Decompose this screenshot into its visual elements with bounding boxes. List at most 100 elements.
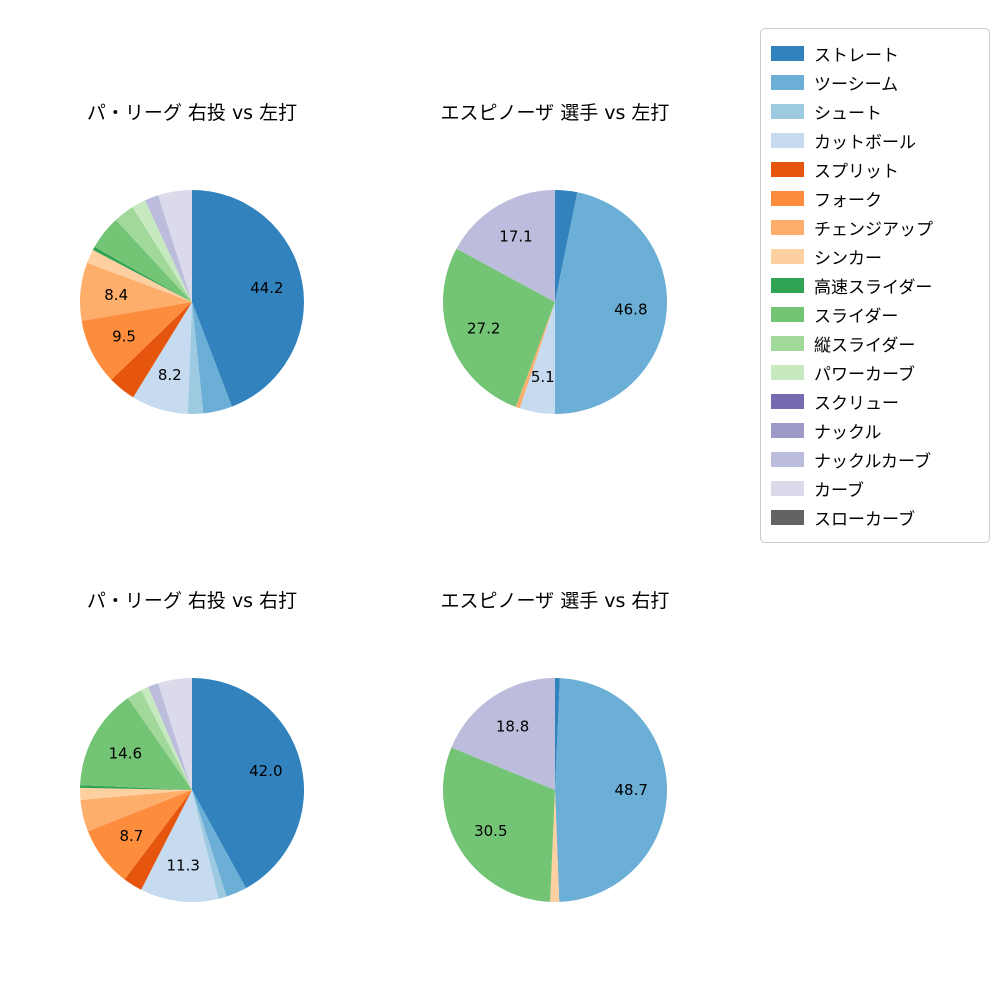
legend-item: シンカー [771, 242, 981, 271]
pie-slice-スライダー [443, 248, 555, 407]
pie-slice-カットボール [519, 302, 555, 414]
legend-item-label: ツーシーム [814, 75, 899, 95]
pie-slice-チェンジアップ [80, 262, 192, 321]
pie-slice-スライダー [80, 698, 192, 790]
legend-item: スプリット [771, 155, 981, 184]
legend-color-swatch [771, 481, 804, 496]
pie-slice-カーブ [158, 190, 192, 302]
legend-color-swatch [771, 220, 804, 235]
pie-slice-label: 30.5 [474, 822, 507, 840]
legend-item: ツーシーム [771, 68, 981, 97]
pie-slice-ツーシーム [555, 192, 667, 414]
legend-color-swatch [771, 249, 804, 264]
legend-color-swatch [771, 46, 804, 61]
pie-slice-ナックルカーブ [148, 683, 192, 790]
legend-item-label: スローカーブ [814, 510, 915, 530]
chart-title: パ・リーグ 右投 vs 左打 [86, 102, 298, 124]
pie-slice-シュート [187, 302, 204, 414]
chart-panel-espinoza-vs-left: エスピノーザ 選手 vs 左打 46.8 5.1 27.2 17.1 [382, 100, 728, 418]
pie-slice-スプリット [124, 790, 192, 890]
legend-color-swatch [771, 133, 804, 148]
pie-slice-ナックルカーブ [456, 190, 555, 302]
pie-slice-label: 18.8 [496, 718, 529, 736]
pie-slice-カーブ [158, 678, 192, 790]
chart-panel-espinoza-vs-right: エスピノーザ 選手 vs 右打 48.7 30.5 18.8 [382, 588, 728, 906]
pie-slice-ナックルカーブ [451, 678, 555, 790]
legend-item: シュート [771, 97, 981, 126]
pie-slice-label: 8.7 [119, 827, 143, 845]
legend-color-swatch [771, 75, 804, 90]
pie-slice-label: 27.2 [467, 320, 500, 338]
pie-slice-縦スライダー [127, 690, 192, 790]
legend-item-label: スライダー [814, 307, 899, 327]
pie-slice-ツーシーム [192, 302, 232, 414]
legend-item: ナックル [771, 416, 981, 445]
legend-item-label: ナックルカーブ [814, 452, 931, 472]
legend-item-label: フォーク [814, 191, 882, 211]
pie-slice-フォーク [87, 790, 192, 880]
chart-panel-pa-right-vs-right: パ・リーグ 右投 vs 右打 42.0 11.3 8.7 14.6 [19, 588, 365, 906]
legend-item-label: スクリュー [814, 394, 899, 414]
pie-slice-ストレート [192, 678, 305, 889]
legend-item: カーブ [771, 474, 981, 503]
legend-item: チェンジアップ [771, 213, 981, 242]
pie-slice-高速スライダー [92, 246, 192, 302]
chart-panel-pa-right-vs-left: パ・リーグ 右投 vs 左打 44.2 8.2 9.5 8.4 [19, 100, 365, 418]
pie-slice-縦スライダー [115, 207, 192, 302]
pie-slice-パワーカーブ [141, 686, 192, 790]
pie-slice-パワーカーブ [132, 200, 192, 302]
legend-item: フォーク [771, 184, 981, 213]
legend-item: スライダー [771, 300, 981, 329]
pie-chart-pa-right-vs-right: 42.0 11.3 8.7 14.6 [79, 678, 305, 902]
pie-slice-label: 44.2 [250, 279, 283, 297]
pie-chart-espinoza-vs-left: 46.8 5.1 27.2 17.1 [443, 190, 667, 414]
legend-color-swatch [771, 423, 804, 438]
pie-slice-スライダー [442, 747, 555, 902]
pie-slice-シュート [192, 790, 227, 899]
pie-slice-ストレート [555, 678, 560, 790]
pie-chart-espinoza-vs-right: 48.7 30.5 18.8 [442, 678, 667, 902]
pie-chart-pa-right-vs-left: 44.2 8.2 9.5 8.4 [80, 190, 304, 414]
pie-slice-label: 48.7 [614, 781, 647, 799]
pie-slice-スプリット [111, 302, 192, 398]
legend-item-label: シュート [814, 104, 882, 124]
chart-title: エスピノーザ 選手 vs 左打 [440, 102, 670, 124]
chart-title: エスピノーザ 選手 vs 右打 [440, 590, 670, 612]
legend-color-swatch [771, 307, 804, 322]
pie-slice-label: 46.8 [614, 301, 647, 319]
legend-item: 縦スライダー [771, 329, 981, 358]
legend-color-swatch [771, 278, 804, 293]
legend-color-swatch [771, 452, 804, 467]
pie-slice-label: 11.3 [166, 857, 199, 875]
pie-slice-フォーク [81, 302, 192, 380]
pie-slice-チェンジアップ [515, 302, 555, 409]
legend: ストレートツーシームシュート カットボールスプリットフォークチェンジアップ シンカー… [760, 28, 990, 543]
pie-slice-高速スライダー [80, 785, 192, 790]
pie-slice-チェンジアップ [80, 790, 192, 832]
pie-slice-ツーシーム [555, 678, 667, 902]
legend-color-swatch [771, 394, 804, 409]
legend-item-label: パワーカーブ [814, 365, 915, 385]
legend-color-swatch [771, 104, 804, 119]
legend-item-label: シンカー [814, 249, 882, 269]
legend-color-swatch [771, 191, 804, 206]
pie-slice-label: 5.1 [531, 368, 555, 386]
pie-slice-シンカー [87, 249, 192, 302]
chart-title: パ・リーグ 右投 vs 右打 [86, 590, 298, 612]
legend-item: カットボール [771, 126, 981, 155]
legend-item: ナックルカーブ [771, 445, 981, 474]
legend-item-label: チェンジアップ [814, 220, 933, 240]
legend-item-label: スプリット [814, 162, 899, 182]
legend-color-swatch [771, 336, 804, 351]
pie-slice-ナックルカーブ [144, 195, 192, 302]
legend-item: ストレート [771, 39, 981, 68]
pie-slice-スライダー [94, 219, 192, 302]
pie-slice-カットボール [133, 302, 192, 414]
legend-item: スローカーブ [771, 503, 981, 532]
legend-item-label: ストレート [814, 46, 899, 66]
pie-slice-label: 8.4 [104, 286, 128, 304]
legend-item-label: カーブ [814, 481, 864, 501]
pie-slice-ツーシーム [192, 790, 246, 897]
pie-slice-カットボール [141, 790, 219, 902]
legend-item: 高速スライダー [771, 271, 981, 300]
